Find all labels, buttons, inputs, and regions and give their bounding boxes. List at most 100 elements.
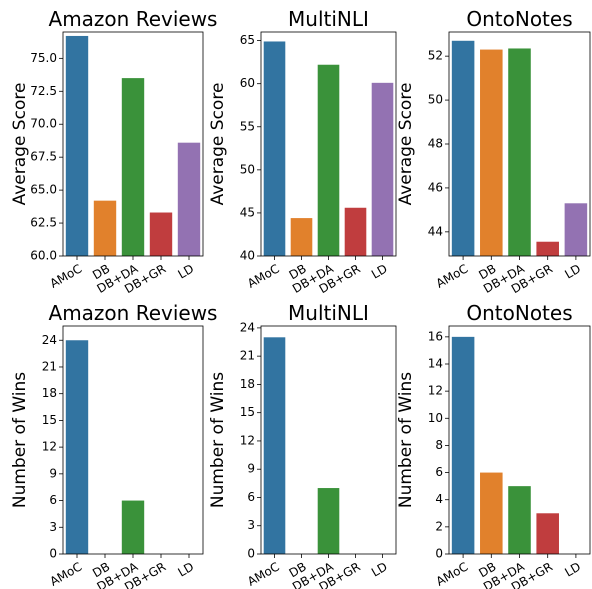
bar <box>451 336 475 554</box>
bar <box>508 48 531 257</box>
y-tick-label: 52 <box>428 49 443 63</box>
bar <box>263 41 286 256</box>
subplot-title: Amazon Reviews <box>49 301 218 325</box>
y-tick-label: 15 <box>42 413 57 427</box>
bar <box>480 49 503 256</box>
bar <box>149 212 173 256</box>
bar <box>480 472 503 554</box>
plot-frame <box>62 31 204 257</box>
x-tick-label: AMoC <box>48 262 85 291</box>
y-tick-label: 48 <box>428 137 443 151</box>
x-tick-label: LD <box>369 560 390 580</box>
bar <box>344 207 367 256</box>
x-tick-label: AMoC <box>245 262 282 291</box>
y-tick-label: 40 <box>240 249 255 263</box>
y-tick-label: 0 <box>49 547 57 561</box>
y-tick-label: 16 <box>428 329 443 343</box>
x-tick-label: LD <box>175 560 196 580</box>
y-tick-label: 12 <box>42 440 57 454</box>
plot-frame <box>448 325 591 555</box>
y-tick-label: 55 <box>240 119 255 133</box>
y-tick-label: 65.0 <box>30 183 57 197</box>
y-tick-label: 12 <box>428 384 443 398</box>
y-tick-label: 21 <box>240 349 255 363</box>
plot-frame <box>260 31 397 257</box>
y-tick-label: 2 <box>435 519 443 533</box>
y-tick-label: 12 <box>240 433 255 447</box>
subplot-title: Amazon Reviews <box>49 7 218 31</box>
bar <box>371 82 394 256</box>
y-tick-label: 60.0 <box>30 249 57 263</box>
y-tick-label: 3 <box>247 518 255 532</box>
y-axis-label: Number of Wins <box>208 372 228 508</box>
y-tick-label: 44 <box>428 224 443 238</box>
y-tick-label: 24 <box>42 333 57 347</box>
y-tick-label: 15 <box>240 405 255 419</box>
y-tick-label: 18 <box>42 386 57 400</box>
y-tick-label: 46 <box>428 180 443 194</box>
x-tick-label: LD <box>562 560 583 580</box>
y-tick-label: 67.5 <box>30 150 57 164</box>
bar <box>508 486 531 554</box>
bar <box>65 35 89 256</box>
x-tick-label: AMoC <box>434 262 471 291</box>
y-tick-label: 18 <box>240 377 255 391</box>
bar <box>290 218 313 256</box>
subplot-title: OntoNotes <box>466 301 572 325</box>
x-tick-label: AMoC <box>48 560 85 589</box>
y-tick-label: 6 <box>435 465 443 479</box>
y-tick-label: 65 <box>240 33 255 47</box>
plot-frame <box>260 325 397 555</box>
x-tick-label: AMoC <box>245 560 282 589</box>
y-tick-label: 9 <box>49 466 57 480</box>
y-tick-label: 6 <box>247 490 255 504</box>
y-tick-label: 8 <box>435 438 443 452</box>
y-axis-label: Number of Wins <box>10 372 30 508</box>
y-tick-label: 45 <box>240 205 255 219</box>
y-tick-label: 21 <box>42 359 57 373</box>
y-tick-label: 62.5 <box>30 216 57 230</box>
x-tick-label: AMoC <box>434 560 471 589</box>
bar <box>536 513 559 554</box>
y-tick-label: 10 <box>428 411 443 425</box>
y-tick-label: 0 <box>247 547 255 561</box>
plot-frame <box>448 31 591 257</box>
bar <box>317 64 340 256</box>
bar <box>65 340 89 554</box>
y-axis-label: Average Score <box>10 83 30 206</box>
x-tick-label: LD <box>175 262 196 282</box>
plot-frame <box>62 325 204 555</box>
y-tick-label: 50 <box>428 93 443 107</box>
subplot-title: OntoNotes <box>466 7 572 31</box>
y-axis-label: Average Score <box>208 83 228 206</box>
y-tick-label: 6 <box>49 493 57 507</box>
y-axis-label: Number of Wins <box>396 372 416 508</box>
bar <box>564 203 588 256</box>
subplot-title: MultiNLI <box>288 301 369 325</box>
y-tick-label: 14 <box>428 357 443 371</box>
bar <box>177 142 201 256</box>
bar <box>121 78 145 256</box>
bar <box>93 200 117 256</box>
bar <box>536 241 559 256</box>
y-tick-label: 72.5 <box>30 84 57 98</box>
y-tick-label: 70.0 <box>30 117 57 131</box>
y-tick-label: 0 <box>435 547 443 561</box>
x-tick-label: LD <box>369 262 390 282</box>
bar <box>263 337 286 554</box>
x-tick-label: LD <box>562 262 583 282</box>
y-tick-label: 60 <box>240 76 255 90</box>
bar <box>121 500 145 554</box>
bar <box>317 488 340 554</box>
y-tick-label: 50 <box>240 162 255 176</box>
y-tick-label: 3 <box>49 520 57 534</box>
bar <box>451 40 475 256</box>
y-tick-label: 24 <box>240 320 255 334</box>
y-tick-label: 4 <box>435 492 443 506</box>
subplot-title: MultiNLI <box>288 7 369 31</box>
y-tick-label: 9 <box>247 462 255 476</box>
y-axis-label: Average Score <box>396 83 416 206</box>
y-tick-label: 75.0 <box>30 51 57 65</box>
